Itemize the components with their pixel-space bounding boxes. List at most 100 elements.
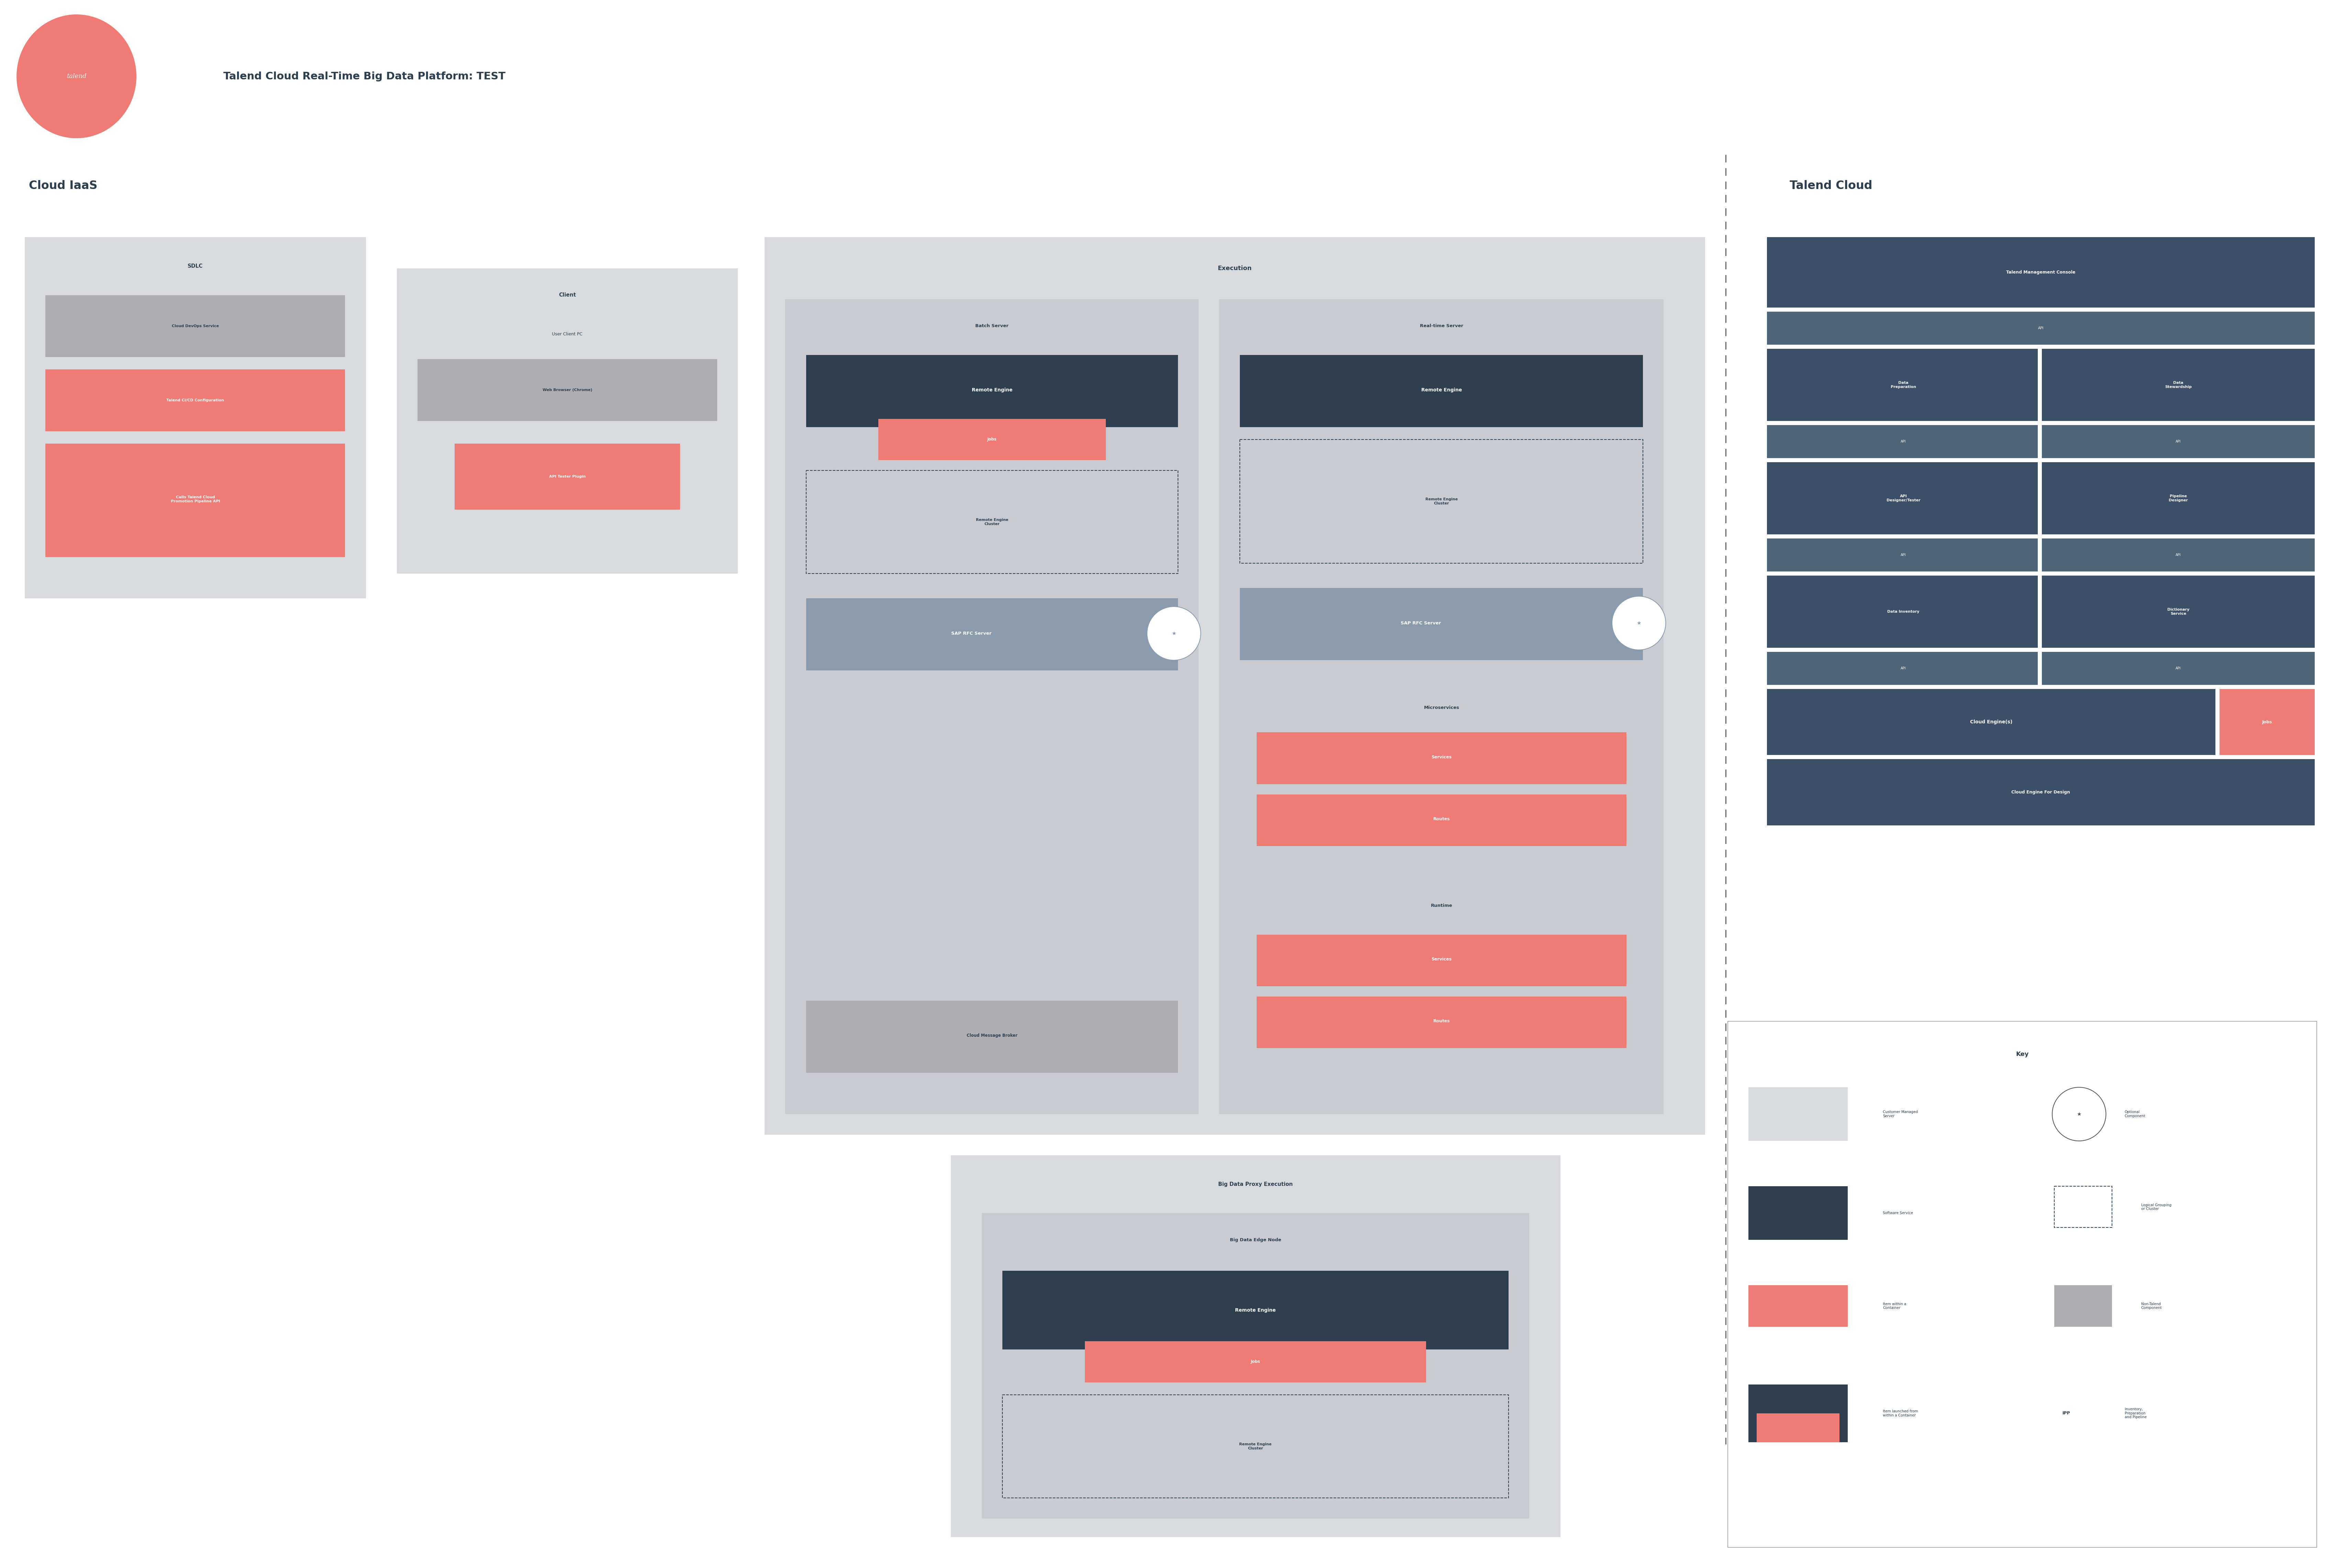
Text: Talend Cloud Real-Time Big Data Platform: TEST: Talend Cloud Real-Time Big Data Platform…	[224, 72, 504, 82]
Text: Microservices: Microservices	[1424, 706, 1459, 710]
FancyBboxPatch shape	[950, 1156, 1560, 1537]
FancyBboxPatch shape	[1749, 1187, 1847, 1240]
FancyBboxPatch shape	[1256, 732, 1625, 784]
Text: User Client PC: User Client PC	[551, 332, 581, 337]
Text: Key: Key	[2015, 1051, 2029, 1057]
FancyBboxPatch shape	[1240, 354, 1644, 426]
Text: Runtime: Runtime	[1431, 903, 1452, 908]
Text: API Tester Plugin: API Tester Plugin	[549, 475, 586, 478]
FancyBboxPatch shape	[2041, 425, 2314, 458]
FancyBboxPatch shape	[1256, 997, 1625, 1047]
Text: Routes: Routes	[1434, 817, 1450, 822]
Text: ★: ★	[1172, 630, 1177, 637]
FancyBboxPatch shape	[764, 237, 1705, 1135]
Text: Jobs: Jobs	[1252, 1359, 1261, 1364]
FancyBboxPatch shape	[1002, 1272, 1508, 1350]
Text: Remote Engine: Remote Engine	[1235, 1308, 1275, 1312]
Text: Cloud Message Broker: Cloud Message Broker	[967, 1033, 1018, 1038]
Text: Remote Engine: Remote Engine	[971, 387, 1011, 392]
Text: Remote Engine
Cluster: Remote Engine Cluster	[976, 519, 1009, 525]
Ellipse shape	[16, 14, 135, 138]
Text: talend: talend	[68, 74, 86, 80]
Text: Calls Talend Cloud
Promotion Pipeline API: Calls Talend Cloud Promotion Pipeline AP…	[170, 495, 219, 503]
Text: API: API	[2176, 666, 2181, 670]
Text: Pipeline
Designer: Pipeline Designer	[2169, 494, 2188, 502]
FancyBboxPatch shape	[806, 354, 1177, 426]
Text: Software Service: Software Service	[1882, 1212, 1912, 1215]
Text: Web Browser (Chrome): Web Browser (Chrome)	[542, 389, 593, 392]
FancyBboxPatch shape	[2041, 652, 2314, 685]
Text: Talend Cloud: Talend Cloud	[1789, 180, 1873, 191]
FancyBboxPatch shape	[1768, 463, 2038, 535]
Text: ★: ★	[1637, 621, 1642, 626]
FancyBboxPatch shape	[397, 268, 738, 574]
Text: API
Designer/Tester: API Designer/Tester	[1887, 494, 1919, 502]
FancyBboxPatch shape	[1768, 759, 2314, 825]
Text: Non-Talend
Component: Non-Talend Component	[2141, 1303, 2162, 1309]
Text: Data Inventory: Data Inventory	[1887, 610, 1919, 613]
FancyBboxPatch shape	[455, 444, 679, 510]
FancyBboxPatch shape	[878, 419, 1104, 459]
FancyBboxPatch shape	[44, 295, 346, 358]
Text: Big Data Proxy Execution: Big Data Proxy Execution	[1219, 1182, 1294, 1187]
FancyBboxPatch shape	[1240, 588, 1644, 660]
FancyBboxPatch shape	[418, 359, 717, 420]
Text: Dictionary
Service: Dictionary Service	[2167, 608, 2188, 615]
FancyBboxPatch shape	[806, 1000, 1177, 1073]
Text: Data
Preparation: Data Preparation	[1891, 381, 1915, 389]
Text: Remote Engine: Remote Engine	[1422, 387, 1462, 392]
FancyBboxPatch shape	[806, 599, 1177, 671]
Text: Remote Engine
Cluster: Remote Engine Cluster	[1424, 497, 1457, 505]
Text: Routes: Routes	[1434, 1019, 1450, 1024]
FancyBboxPatch shape	[1768, 237, 2314, 307]
FancyBboxPatch shape	[2041, 538, 2314, 571]
Text: Cloud Engine For Design: Cloud Engine For Design	[2010, 790, 2069, 795]
FancyBboxPatch shape	[785, 299, 1198, 1115]
Text: Remote Engine
Cluster: Remote Engine Cluster	[1240, 1443, 1273, 1450]
FancyBboxPatch shape	[1749, 1087, 1847, 1142]
Text: Jobs: Jobs	[2263, 720, 2272, 724]
Circle shape	[2052, 1087, 2106, 1142]
FancyBboxPatch shape	[44, 370, 346, 431]
Text: API: API	[1901, 554, 1905, 557]
FancyBboxPatch shape	[1768, 312, 2314, 345]
Text: SAP RFC Server: SAP RFC Server	[950, 632, 992, 635]
Text: API: API	[2176, 439, 2181, 444]
FancyBboxPatch shape	[1768, 688, 2216, 756]
Text: SAP RFC Server: SAP RFC Server	[1401, 621, 1441, 626]
Text: API: API	[1901, 439, 1905, 444]
FancyBboxPatch shape	[1749, 1385, 1847, 1443]
Text: Data
Stewardship: Data Stewardship	[2165, 381, 2190, 389]
FancyBboxPatch shape	[1749, 1286, 1847, 1327]
FancyBboxPatch shape	[1728, 1021, 2316, 1548]
Text: Talend CI/CD Configuration: Talend CI/CD Configuration	[166, 398, 224, 401]
Text: Big Data Edge Node: Big Data Edge Node	[1231, 1237, 1282, 1242]
Text: Optional
Component: Optional Component	[2125, 1110, 2146, 1118]
Text: API: API	[2176, 554, 2181, 557]
Text: Batch Server: Batch Server	[976, 323, 1009, 328]
FancyBboxPatch shape	[981, 1214, 1529, 1518]
Text: Services: Services	[1431, 956, 1452, 961]
Text: Cloud DevOps Service: Cloud DevOps Service	[173, 325, 219, 328]
FancyBboxPatch shape	[2041, 575, 2314, 648]
Text: SDLC: SDLC	[187, 263, 203, 268]
Text: Execution: Execution	[1217, 265, 1252, 271]
Text: IPP: IPP	[2062, 1411, 2071, 1416]
FancyBboxPatch shape	[26, 237, 367, 599]
Text: Logical Grouping
or Cluster: Logical Grouping or Cluster	[2141, 1203, 2172, 1210]
FancyBboxPatch shape	[1219, 299, 1663, 1115]
FancyBboxPatch shape	[1240, 877, 1644, 1083]
FancyBboxPatch shape	[1256, 935, 1625, 986]
FancyBboxPatch shape	[2041, 463, 2314, 535]
Text: Jobs: Jobs	[988, 437, 997, 442]
Circle shape	[1611, 596, 1665, 649]
Text: API: API	[2038, 326, 2043, 329]
FancyBboxPatch shape	[1768, 348, 2038, 420]
Text: Client: Client	[558, 293, 577, 298]
Text: Customer Managed
Server: Customer Managed Server	[1882, 1110, 1917, 1118]
FancyBboxPatch shape	[1768, 425, 2038, 458]
Text: API: API	[1901, 666, 1905, 670]
Text: Cloud Engine(s): Cloud Engine(s)	[1971, 720, 2013, 724]
Text: Item within a
Container: Item within a Container	[1882, 1303, 1905, 1309]
FancyBboxPatch shape	[1768, 575, 2038, 648]
